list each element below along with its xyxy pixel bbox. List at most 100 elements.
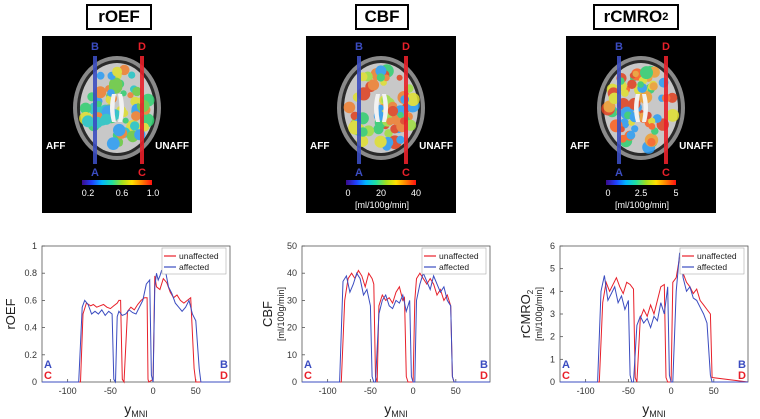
- x-tick-label: 0: [669, 386, 674, 396]
- y-axis-label-unit: [ml/100g/min]: [534, 287, 544, 341]
- label-unaff: UNAFF: [679, 141, 713, 152]
- series-line-affected: [302, 271, 490, 383]
- label-c: C: [402, 167, 410, 179]
- y-tick-label: 10: [287, 350, 297, 360]
- corner-label-a: A: [304, 359, 312, 371]
- label-d: D: [402, 41, 410, 53]
- legend-box: [421, 247, 487, 275]
- y-tick-label: 2: [550, 332, 555, 342]
- title-main: rCMRO: [603, 7, 663, 26]
- label-aff: AFF: [570, 141, 589, 152]
- label-c: C: [138, 167, 146, 179]
- y-axis-label-main: CBF: [260, 301, 275, 327]
- y-tick-label: 50: [287, 241, 297, 251]
- label-unaff: UNAFF: [419, 141, 453, 152]
- legend-box: [161, 247, 227, 275]
- plot-frame: [41, 245, 231, 383]
- ventricle-left: [374, 94, 380, 122]
- y-tick-label: 4: [550, 286, 555, 296]
- label-a: A: [615, 167, 623, 179]
- y-axis-label: rOEF: [3, 298, 18, 329]
- x-axis-label: yMNI: [124, 401, 148, 419]
- corner-label-b: B: [220, 359, 228, 371]
- y-tick-label: 1: [550, 354, 555, 364]
- ventricle-left: [110, 94, 116, 122]
- y-tick-label: 30: [287, 295, 297, 305]
- corner-label-c: C: [562, 370, 570, 382]
- ventricle-right: [382, 94, 388, 122]
- label-aff: AFF: [310, 141, 329, 152]
- colorbar-tick: 5: [673, 188, 678, 198]
- legend-label: affected: [179, 262, 209, 272]
- y-tick-label: 0.8: [24, 268, 37, 278]
- label-a: A: [91, 167, 99, 179]
- y-axis-label-sub: 2: [526, 289, 535, 294]
- x-axis-label-main: y: [124, 401, 131, 417]
- brain-panel-roef: B A D C AFF UNAFF 0.2 0.6 1.0: [42, 36, 192, 213]
- legend-label: unaffected: [697, 251, 737, 261]
- y-axis-label-text: rCMRO: [518, 294, 533, 338]
- x-tick-label: 50: [709, 386, 719, 396]
- y-tick-label: 3: [550, 309, 555, 319]
- x-tick-label: -50: [622, 386, 635, 396]
- panel-title-rcmro2: rCMRO 2: [593, 4, 679, 30]
- profile-chart: -100 -50 0 50 0 10 20 30 40 50 AC BDunaffectedaffec…: [260, 241, 491, 419]
- ventricle-left: [634, 94, 640, 122]
- x-tick-label: 50: [451, 386, 461, 396]
- colorbar: [346, 180, 416, 185]
- colorbar-unit: [ml/100g/min]: [355, 200, 409, 210]
- y-tick-label: 20: [287, 323, 297, 333]
- x-tick-label: -50: [104, 386, 117, 396]
- y-tick-label: 0: [32, 377, 37, 387]
- y-tick-label: 0.6: [24, 295, 37, 305]
- y-axis-label-text: CBF: [260, 301, 275, 327]
- corner-label-d: D: [220, 370, 228, 382]
- corner-label-d: D: [480, 370, 488, 382]
- y-axis-label: CBF [ml/100g/min]: [260, 287, 286, 341]
- x-axis-label: yMNI: [384, 401, 408, 419]
- x-tick-label: 0: [151, 386, 156, 396]
- y-tick-label: 0.2: [24, 350, 37, 360]
- label-d: D: [662, 41, 670, 53]
- x-axis-label-main: y: [384, 401, 391, 417]
- y-axis-label-main: rCMRO2: [518, 289, 535, 338]
- label-d: D: [138, 41, 146, 53]
- colorbar-unit: [ml/100g/min]: [615, 200, 669, 210]
- colorbar-tick: 20: [376, 188, 386, 198]
- title-sub: 2: [662, 11, 669, 23]
- x-axis-label-sub: MNI: [391, 409, 408, 419]
- series-line-unaffected: [42, 275, 230, 384]
- colorbar-tick: 0.6: [116, 188, 129, 198]
- colorbar-tick: 2.5: [635, 188, 648, 198]
- label-c: C: [662, 167, 670, 179]
- line-dc: [140, 56, 144, 164]
- brain-panel-rcmro2: B A D C AFF UNAFF 0 2.5 5 [ml/100g/min]: [566, 36, 716, 213]
- corner-label-a: A: [562, 359, 570, 371]
- x-tick-label: 0: [411, 386, 416, 396]
- title-main: CBF: [364, 7, 400, 26]
- ventricle-right: [118, 94, 124, 122]
- x-axis-label-main: y: [642, 401, 649, 417]
- y-tick-label: 40: [287, 268, 297, 278]
- label-b: B: [615, 41, 623, 53]
- colorbar-tick: 1.0: [147, 188, 160, 198]
- line-dc: [404, 56, 408, 164]
- corner-label-c: C: [44, 370, 52, 382]
- line-dc: [664, 56, 668, 164]
- colorbar-tick: 0.2: [82, 188, 95, 198]
- line-ba: [93, 56, 97, 164]
- ventricle-right: [642, 94, 648, 122]
- series-line-affected: [42, 268, 230, 384]
- brain-panel-cbf: B A D C AFF UNAFF 0 20 40 [ml/100g/min]: [306, 36, 456, 213]
- x-tick-label: -100: [319, 386, 337, 396]
- y-tick-label: 5: [550, 264, 555, 274]
- x-axis-label-sub: MNI: [131, 409, 148, 419]
- colorbar: [82, 180, 152, 185]
- plot-frame: [301, 245, 491, 383]
- y-axis-label-unit: [ml/100g/min]: [276, 287, 286, 341]
